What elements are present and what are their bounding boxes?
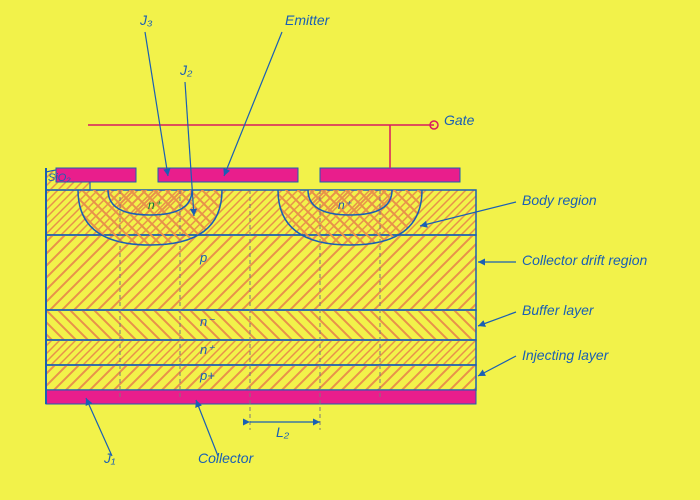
label-nplus: n⁺ xyxy=(200,342,214,358)
label-p: p xyxy=(200,250,207,265)
injecting-layer xyxy=(46,365,476,390)
label-buffer-layer: Buffer layer xyxy=(522,302,594,318)
label-j3: J₃ xyxy=(140,12,153,28)
leader-buffer xyxy=(478,312,516,326)
leader-j3 xyxy=(145,32,168,176)
leader-inject xyxy=(478,356,516,376)
label-body-region: Body region xyxy=(522,192,597,208)
leader-collector xyxy=(196,400,218,456)
label-j2: J₂ xyxy=(180,62,192,78)
label-l2: L₂ xyxy=(276,424,289,440)
label-emitter: Emitter xyxy=(285,12,329,28)
metal-gate xyxy=(320,168,460,182)
label-nminus: n⁻ xyxy=(200,314,214,330)
metal-emitter xyxy=(158,168,298,182)
leader-j1 xyxy=(86,398,112,456)
buffer-layer xyxy=(46,340,476,365)
label-collector-drift: Collector drift region xyxy=(522,252,647,268)
label-nplus-well: n⁺ xyxy=(338,198,351,212)
label-nplus-well-left: n⁺ xyxy=(148,198,161,212)
label-injecting-layer: Injecting layer xyxy=(522,347,608,363)
drift-region-layer xyxy=(46,235,476,310)
metal-collector xyxy=(46,390,476,404)
diagram-svg xyxy=(0,0,700,500)
label-gate: Gate xyxy=(444,112,474,128)
label-collector: Collector xyxy=(198,450,253,466)
n-minus-layer xyxy=(46,310,476,340)
leader-emitter xyxy=(224,32,282,176)
label-sio2: SiO₂ xyxy=(48,172,71,184)
label-j1: J₁ xyxy=(104,450,115,466)
label-pplus: p+ xyxy=(200,368,215,383)
